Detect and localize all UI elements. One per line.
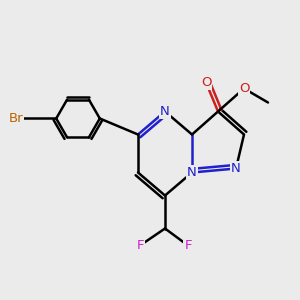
Text: O: O [239, 82, 249, 95]
Text: Br: Br [9, 112, 23, 125]
Text: N: N [231, 162, 241, 175]
Text: N: N [160, 105, 170, 118]
Text: F: F [136, 239, 144, 252]
Text: F: F [184, 239, 192, 252]
Text: O: O [201, 76, 211, 89]
Text: N: N [187, 166, 197, 179]
